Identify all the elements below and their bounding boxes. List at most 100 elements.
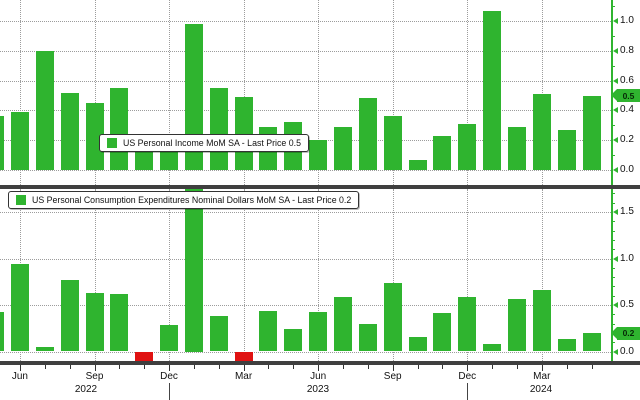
legend-label: US Personal Consumption Expenditures Nom… <box>32 195 352 205</box>
month-label: Mar <box>533 371 551 382</box>
date-axis-tick <box>144 365 146 369</box>
date-axis-tick <box>94 365 96 371</box>
gridline-vertical <box>467 189 469 361</box>
date-axis-tick <box>591 365 593 369</box>
bar-bottom-Nov-2023[interactable] <box>433 313 452 352</box>
bar-bottom-May-2023[interactable] <box>284 329 303 352</box>
bar-bottom-Sep-2023[interactable] <box>383 282 402 352</box>
date-axis-tick <box>492 365 494 369</box>
bar-bottom-Jul-2023[interactable] <box>334 296 352 352</box>
y-tick-label: 1.0 <box>620 252 634 264</box>
y-tick-label: 0.5 <box>620 299 634 310</box>
y-tick-label: 0.0 <box>620 164 634 175</box>
date-axis-tick <box>516 365 518 369</box>
bar-top-Aug-2023[interactable] <box>358 98 377 170</box>
month-label: Jun <box>310 371 327 382</box>
bar-top-Sep-2022[interactable] <box>85 102 104 170</box>
bar-bottom-Aug-2023[interactable] <box>358 323 377 352</box>
bar-top-Jun-2022[interactable] <box>10 111 29 170</box>
bar-bottom-May-2024[interactable] <box>582 332 601 352</box>
bar-bottom-Aug-2022[interactable] <box>60 279 79 352</box>
bar-bottom-Jun-2022[interactable] <box>10 264 29 352</box>
axis-tick-arrow-icon <box>613 255 618 262</box>
bar-top-Feb-2024[interactable] <box>507 126 526 170</box>
date-axis-tick <box>343 365 344 369</box>
date-axis-tick <box>392 365 394 371</box>
bar-top-Jul-2023[interactable] <box>334 126 352 170</box>
gridline-vertical <box>541 189 543 361</box>
y-tick-label: 0.0 <box>620 345 634 357</box>
bar-top-Oct-2022[interactable] <box>110 88 129 170</box>
bar-bottom-Nov-2022[interactable] <box>135 351 154 361</box>
gridline-vertical <box>243 0 245 185</box>
bar-top-Jul-2022[interactable] <box>35 50 54 170</box>
bar-bottom-Apr-2024[interactable] <box>557 339 576 352</box>
month-label: Jun <box>11 371 28 382</box>
gridline-horizontal <box>0 351 611 353</box>
bar-bottom-Jan-2024[interactable] <box>483 344 502 352</box>
axis-tick-arrow-icon <box>613 77 618 84</box>
bar-top-Oct-2023[interactable] <box>408 159 427 170</box>
bar-bottom-Mar-2024[interactable] <box>532 290 551 352</box>
axis-tick-arrow-icon <box>613 107 618 114</box>
bar-bottom-Feb-2023[interactable] <box>209 316 228 352</box>
axis-tick-arrow-icon <box>613 18 618 24</box>
axis-tick-arrow-icon <box>613 137 618 144</box>
bar-top-Sep-2023[interactable] <box>383 116 402 170</box>
axis-tick-arrow-icon <box>613 348 618 355</box>
last-price-value: 0.5 <box>622 90 635 101</box>
bar-top-Feb-2023[interactable] <box>209 88 228 170</box>
month-label: Sep <box>85 371 104 382</box>
bottom-axis-border <box>0 361 640 365</box>
bar-bottom-Jun-2023[interactable] <box>309 311 328 352</box>
gridline-vertical <box>169 189 171 361</box>
bar-top-Jan-2024[interactable] <box>483 10 502 170</box>
last-price-tag-consumption: 0.2 <box>611 326 640 340</box>
year-separator-line <box>467 383 469 400</box>
month-label: Dec <box>458 371 477 382</box>
y-tick-label: 0.8 <box>620 44 634 56</box>
axis-tick-arrow-icon <box>613 47 618 54</box>
bar-top-Jun-2023[interactable] <box>309 140 328 170</box>
legend-personal-income[interactable]: US Personal Income MoM SA - Last Price 0… <box>99 134 309 152</box>
gridline-vertical <box>94 189 96 361</box>
panel-divider <box>0 185 640 189</box>
legend-personal-consumption[interactable]: US Personal Consumption Expenditures Nom… <box>8 191 360 209</box>
bar-top-Mar-2024[interactable] <box>532 94 551 170</box>
bar-bottom-Oct-2022[interactable] <box>110 293 129 352</box>
bar-top-Apr-2024[interactable] <box>557 129 576 170</box>
bar-top-Dec-2022[interactable] <box>160 147 179 170</box>
bar-top-May-2024[interactable] <box>582 95 601 170</box>
bar-bottom-Mar-2023[interactable] <box>234 351 253 361</box>
panel-personal-income <box>0 0 613 186</box>
bar-top-Dec-2023[interactable] <box>458 123 477 170</box>
year-separator-line <box>169 383 171 400</box>
date-axis-tick <box>293 365 295 369</box>
bar-top-May-2022[interactable] <box>0 116 5 170</box>
bar-bottom-Dec-2022[interactable] <box>160 324 179 352</box>
date-axis-tick <box>218 365 220 369</box>
legend-swatch-icon <box>16 195 26 205</box>
gridline-vertical <box>243 189 245 361</box>
gridline-vertical <box>318 189 320 361</box>
bar-bottom-Jan-2023[interactable] <box>184 189 203 352</box>
bar-bottom-May-2022[interactable] <box>0 312 5 352</box>
bar-bottom-Dec-2023[interactable] <box>458 296 477 352</box>
bar-bottom-Sep-2022[interactable] <box>85 292 104 352</box>
gridline-vertical <box>94 0 96 185</box>
gridline-vertical <box>169 0 171 185</box>
gridline-horizontal <box>0 21 611 22</box>
bar-bottom-Apr-2023[interactable] <box>259 310 278 352</box>
bar-top-Nov-2023[interactable] <box>433 135 452 170</box>
bar-top-Jan-2023[interactable] <box>184 23 203 170</box>
y-tick-label: 0.6 <box>620 74 634 86</box>
bar-bottom-Feb-2024[interactable] <box>507 299 526 352</box>
date-axis-tick <box>169 365 171 371</box>
date-axis-tick <box>19 365 21 371</box>
bar-bottom-Oct-2023[interactable] <box>408 336 427 352</box>
gridline-horizontal <box>0 305 611 306</box>
bar-top-Aug-2022[interactable] <box>60 92 79 170</box>
gridline-vertical <box>318 0 320 185</box>
y-tick-label: 0.2 <box>620 134 634 146</box>
bar-bottom-Jul-2022[interactable] <box>35 346 54 352</box>
